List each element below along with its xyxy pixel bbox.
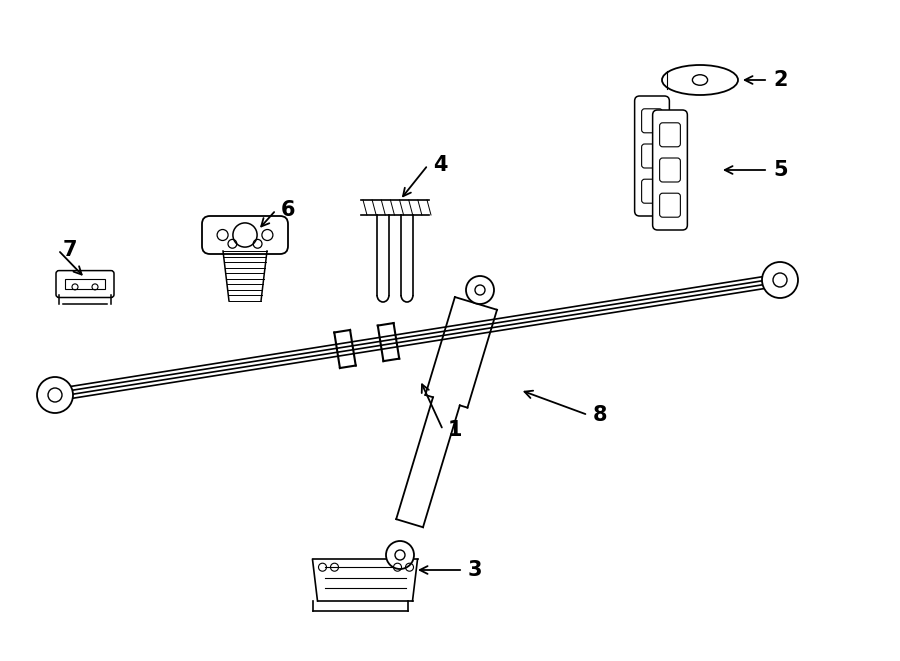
Text: 5: 5 [773, 160, 788, 180]
Text: 8: 8 [593, 405, 608, 425]
Text: 1: 1 [448, 420, 463, 440]
FancyBboxPatch shape [652, 110, 688, 230]
Text: 2: 2 [773, 70, 788, 90]
Circle shape [37, 377, 73, 413]
Text: 6: 6 [281, 200, 295, 220]
Circle shape [762, 262, 798, 298]
FancyBboxPatch shape [634, 96, 670, 216]
Ellipse shape [662, 65, 738, 95]
Circle shape [386, 541, 414, 569]
Circle shape [466, 276, 494, 304]
FancyBboxPatch shape [56, 270, 114, 297]
Text: 3: 3 [468, 560, 482, 580]
Circle shape [233, 223, 257, 247]
Text: 4: 4 [433, 155, 447, 175]
Text: 7: 7 [63, 240, 77, 260]
FancyBboxPatch shape [202, 216, 288, 254]
